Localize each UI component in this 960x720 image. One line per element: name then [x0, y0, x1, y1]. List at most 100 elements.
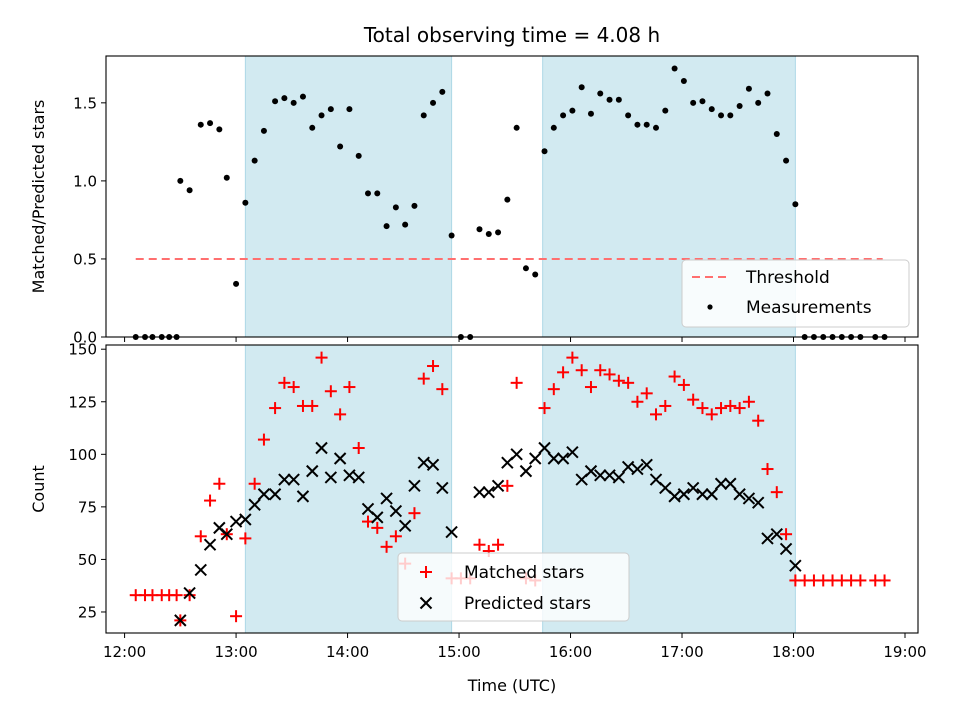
matched-star-marker	[724, 399, 737, 412]
predicted-star-marker	[556, 452, 570, 465]
matched-star-marker	[603, 368, 616, 381]
predicted-star-marker	[510, 448, 523, 461]
measurement-point	[708, 106, 715, 113]
y-axis-label: Count	[29, 465, 48, 513]
legend-predicted-label: Predicted stars	[464, 594, 591, 614]
measurement-point	[597, 90, 604, 97]
measurement-point	[680, 77, 687, 84]
predicted-star-marker	[519, 464, 533, 478]
predicted-star-marker	[287, 473, 300, 486]
measurement-point	[792, 201, 799, 208]
matched-star-marker	[575, 364, 588, 377]
observing-interval	[244, 55, 453, 338]
predicted-star-marker	[445, 525, 458, 539]
measurement-point	[745, 85, 752, 92]
matched-star-marker	[557, 366, 570, 379]
predicted-star-marker	[417, 456, 430, 469]
measurement-point	[327, 106, 334, 113]
matched-star-marker	[213, 477, 226, 490]
legend-matched-label: Matched stars	[464, 563, 584, 583]
predicted-star-marker	[696, 488, 709, 501]
predicted-star-marker	[183, 586, 196, 600]
y-tick-label: 125	[68, 393, 97, 411]
measurement-point	[223, 174, 230, 181]
measurement-point	[402, 221, 409, 228]
predicted-star-marker	[296, 490, 310, 503]
legend-matched-swatch	[420, 566, 432, 578]
measurement-point	[513, 124, 520, 131]
matched-star-marker	[389, 530, 402, 543]
measurement-point	[504, 196, 511, 203]
predicted-star-marker	[714, 477, 728, 490]
measurement-point	[522, 265, 529, 272]
matched-star-marker	[742, 395, 755, 408]
matched-star-marker	[584, 381, 597, 394]
matched-star-marker	[183, 589, 196, 602]
matched-star-marker	[408, 507, 421, 520]
measurement-point	[550, 124, 557, 131]
predicted-star-marker	[640, 458, 653, 472]
measurement-point	[643, 121, 650, 128]
predicted-star-marker	[547, 452, 561, 465]
measurement-point	[411, 202, 418, 209]
predicted-star-marker	[268, 488, 282, 501]
matched-star-marker	[566, 351, 579, 364]
measurement-point	[653, 124, 660, 131]
matched-star-marker	[622, 376, 635, 389]
matched-star-marker	[594, 364, 607, 377]
measurement-point	[448, 232, 455, 239]
matched-star-marker	[287, 381, 300, 394]
matched-star-marker	[417, 372, 430, 385]
predicted-star-marker	[566, 446, 579, 459]
matched-star-marker	[612, 374, 625, 387]
matched-star-marker	[733, 402, 746, 415]
measurement-point	[541, 148, 548, 155]
matched-star-marker	[752, 414, 765, 427]
predicted-star-marker	[371, 511, 384, 524]
measurement-point	[569, 107, 576, 114]
predicted-star-marker	[621, 460, 635, 474]
measurement-point	[242, 199, 249, 206]
y-tick-label: 1.5	[73, 94, 97, 112]
matched-star-marker	[547, 383, 560, 396]
predicted-star-marker	[751, 496, 765, 509]
predicted-star-marker	[631, 462, 644, 476]
matched-star-marker	[878, 574, 891, 587]
x-axis-label: Time (UTC)	[467, 676, 556, 695]
measurement-point	[233, 280, 240, 287]
matched-star-marker	[343, 381, 356, 394]
measurement-point	[495, 229, 502, 236]
measurement-point	[755, 99, 762, 106]
measurement-point	[355, 152, 362, 159]
predicted-star-marker	[306, 464, 319, 478]
plot-frame	[105, 55, 919, 338]
predicted-star-marker	[733, 488, 746, 501]
predicted-star-marker	[473, 485, 486, 499]
legend-threshold-label: Threshold	[745, 268, 830, 288]
matched-star-marker	[687, 393, 700, 406]
matched-star-marker	[230, 610, 243, 623]
measurement-point	[318, 112, 325, 119]
measurement-point	[606, 96, 613, 103]
x-tick-label: 15:00	[437, 643, 480, 661]
matched-star-marker	[380, 540, 393, 553]
predicted-star-marker	[248, 498, 261, 511]
y-tick-label: 50	[78, 551, 97, 569]
measurement-point	[420, 112, 427, 119]
predicted-star-marker	[705, 488, 718, 501]
predicted-star-marker	[352, 471, 365, 484]
matched-star-marker	[315, 351, 328, 364]
predicted-star-marker	[686, 481, 700, 495]
matched-star-marker	[352, 442, 365, 455]
measurement-point	[337, 143, 344, 150]
predicted-star-marker	[389, 504, 403, 518]
matched-star-marker	[780, 528, 793, 541]
y-tick-label: 1.0	[73, 172, 97, 190]
predicted-star-marker	[203, 538, 217, 551]
measurement-point	[532, 271, 539, 278]
matched-star-marker	[761, 463, 774, 476]
matched-star-marker	[677, 378, 690, 391]
measurement-point	[773, 131, 780, 138]
measurement-point	[764, 90, 771, 97]
